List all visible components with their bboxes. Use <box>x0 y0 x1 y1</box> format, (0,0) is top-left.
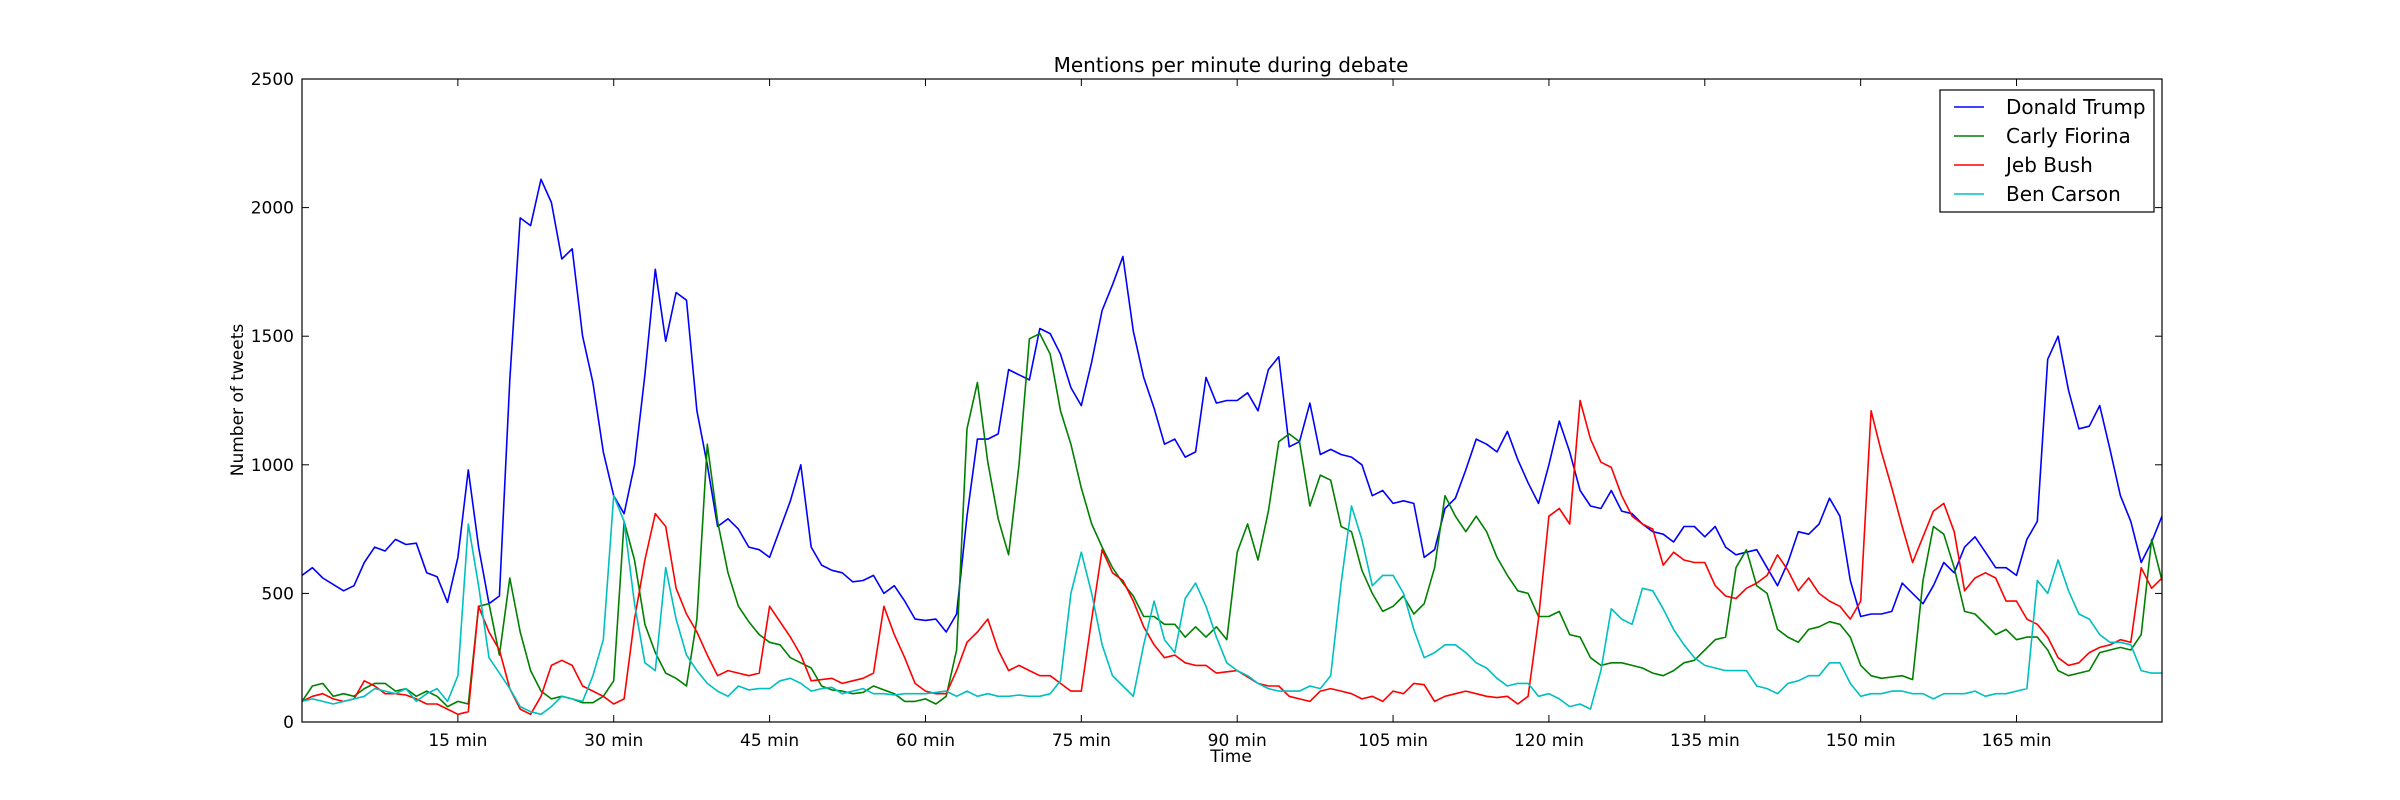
x-tick-label: 60 min <box>896 731 955 751</box>
y-axis-title: Number of tweets <box>228 324 248 477</box>
legend-label: Carly Fiorina <box>2006 124 2131 148</box>
series-line-jeb-bush <box>301 399 2163 716</box>
x-tick-label: 45 min <box>740 731 799 751</box>
x-tick-label: 135 min <box>1670 731 1740 751</box>
x-tick-label: 150 min <box>1826 731 1896 751</box>
y-tick-label: 2000 <box>251 199 294 219</box>
series-line-donald-trump <box>301 178 2163 633</box>
x-tick-label: 15 min <box>428 731 487 751</box>
chart-title: Mentions per minute during debate <box>1054 53 1409 77</box>
y-tick-label: 500 <box>262 584 294 604</box>
legend-label: Jeb Bush <box>2004 153 2093 177</box>
series-line-ben-carson <box>301 494 2162 716</box>
y-tick-label: 2500 <box>251 70 294 90</box>
legend-box <box>1939 89 2155 213</box>
x-tick-label: 165 min <box>1982 731 2052 751</box>
plot-frame <box>301 78 2163 723</box>
x-tick-label: 30 min <box>584 731 643 751</box>
y-tick-label: 1000 <box>251 456 294 476</box>
y-tick-label: 1500 <box>251 327 294 347</box>
legend-label: Donald Trump <box>2006 95 2146 119</box>
x-tick-label: 105 min <box>1358 731 1428 751</box>
series-lines <box>301 178 2163 716</box>
x-axis: 15 min 30 min 45 min 60 min 75 min 90 min 105 … <box>428 79 2051 751</box>
x-tick-label: 120 min <box>1514 731 1584 751</box>
legend: Donald Trump Carly Fiorina Jeb Bush Ben Car… <box>1939 89 2155 213</box>
y-axis: 0 500 1000 1500 2000 2500 <box>251 70 2162 733</box>
y-tick-label: 0 <box>283 713 294 733</box>
x-axis-title: Time <box>1209 747 1252 767</box>
legend-label: Ben Carson <box>2006 182 2121 206</box>
x-tick-label: 75 min <box>1052 731 1111 751</box>
x-tick-label: 90 min <box>1208 731 1267 751</box>
series-line-carly-fiorina <box>301 332 2163 708</box>
